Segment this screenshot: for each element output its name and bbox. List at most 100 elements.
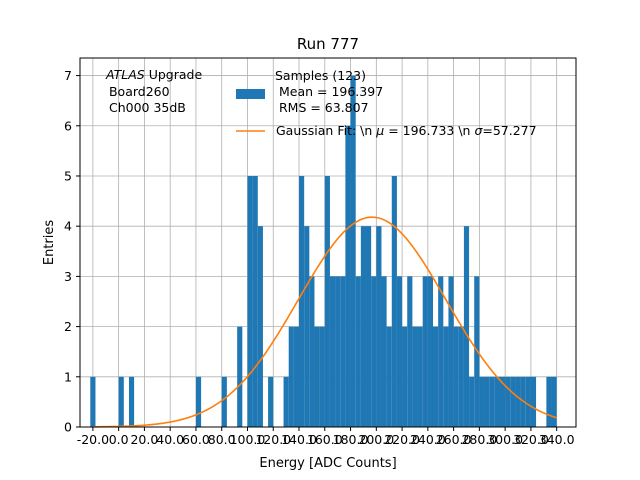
x-tick-label: 120.0 xyxy=(255,432,291,447)
histogram-bar xyxy=(525,376,531,427)
histogram-bar xyxy=(422,276,428,427)
histogram-bar xyxy=(128,376,135,427)
histogram-bar xyxy=(402,326,408,427)
histogram-bar xyxy=(551,376,557,427)
histogram-bar xyxy=(546,376,552,427)
histogram-bar xyxy=(366,226,372,427)
legend-samples-swatch xyxy=(236,89,265,99)
annotation-experiment: ATLAS Upgrade xyxy=(105,67,202,82)
histogram-bar xyxy=(453,326,459,427)
x-tick-label: 100.0 xyxy=(230,432,266,447)
histogram-bar xyxy=(319,326,325,427)
legend-fit-sigma-symbol: σ xyxy=(474,123,483,138)
histogram-bar xyxy=(350,75,356,428)
histogram-bar xyxy=(118,376,124,427)
y-tick-label: 7 xyxy=(64,68,72,83)
histogram-bar xyxy=(376,226,382,427)
histogram-bar xyxy=(288,326,294,427)
histogram-bar xyxy=(268,376,274,427)
histogram-bar xyxy=(458,326,464,427)
x-axis-ticks: -20.0 0.0 20.040.060.080.0100.0120.0140.01… xyxy=(77,427,575,447)
x-tick-label: 80.0 xyxy=(208,432,236,447)
legend-fit-mid: = 196.733 \n xyxy=(384,123,474,138)
x-tick-label: 340.0 xyxy=(539,432,575,447)
annotation-experiment-suffix: Upgrade xyxy=(145,67,203,82)
histogram-bar xyxy=(391,175,397,427)
histogram-bar xyxy=(499,376,506,427)
plot-frame xyxy=(79,57,577,428)
histogram-bar xyxy=(324,175,330,427)
histogram-bar xyxy=(469,376,475,427)
x-tick-label: 300.0 xyxy=(487,432,523,447)
histogram-bars xyxy=(90,75,557,428)
chart-title: Run 777 xyxy=(297,35,359,53)
histogram-bar xyxy=(329,276,336,427)
histogram-bar xyxy=(427,276,433,427)
legend: Samples (123) Mean = 196.397 RMS = 63.80… xyxy=(236,68,537,138)
legend-fit-suffix: =57.277 xyxy=(482,123,536,138)
histogram-bar xyxy=(448,276,454,427)
x-tick-label: 60.0 xyxy=(182,432,210,447)
histogram-bar xyxy=(407,276,413,427)
gaussian-fit xyxy=(92,216,557,428)
y-tick-label: 3 xyxy=(64,269,72,284)
histogram-bar xyxy=(371,276,377,427)
histogram-bar xyxy=(283,376,289,427)
x-tick-label: 280.0 xyxy=(461,432,497,447)
histogram-bar xyxy=(237,326,243,427)
histogram-bar xyxy=(489,376,495,427)
histogram-bar xyxy=(412,326,418,427)
y-tick-label: 2 xyxy=(64,319,72,334)
x-tick-label: -20.0 xyxy=(77,432,109,447)
histogram-bar xyxy=(195,376,202,427)
histogram-bar xyxy=(494,376,500,427)
gaussian-fit-curve xyxy=(92,216,557,428)
annotation-board: Board260 xyxy=(105,84,170,99)
x-tick-label: 20.0 xyxy=(130,432,158,447)
histogram-bar xyxy=(299,175,305,427)
histogram-bar xyxy=(386,326,392,427)
histogram-bar xyxy=(309,276,315,427)
histogram-bar xyxy=(304,226,310,427)
legend-fit-prefix: Gaussian Fit: \n xyxy=(276,123,376,138)
histogram-bar xyxy=(257,226,263,427)
histogram-bar xyxy=(381,276,387,427)
y-tick-label: 0 xyxy=(64,420,72,435)
histogram-bar xyxy=(252,175,258,427)
legend-mean-label: Mean = 196.397 xyxy=(275,84,383,99)
x-axis-label: Energy [ADC Counts] xyxy=(259,456,396,471)
histogram-bar xyxy=(335,276,341,427)
histogram-bar xyxy=(221,376,227,427)
histogram-bar xyxy=(396,276,403,427)
y-tick-label: 1 xyxy=(64,369,72,384)
legend-rms-label: RMS = 63.807 xyxy=(275,100,369,115)
histogram-bar xyxy=(438,276,444,427)
histogram-bar xyxy=(90,376,96,427)
histogram-bar xyxy=(505,376,511,427)
histogram-bar xyxy=(463,226,470,427)
y-tick-label: 6 xyxy=(64,118,72,133)
histogram-bar xyxy=(510,376,516,427)
x-tick-label: 140.0 xyxy=(281,432,317,447)
y-tick-label: 4 xyxy=(64,219,72,234)
histogram-bar xyxy=(479,376,485,427)
legend-fit-mu-symbol: μ xyxy=(375,123,384,138)
legend-fit-label: Gaussian Fit: \n μ = 196.733 \n σ=57.277 xyxy=(276,123,537,138)
x-tick-label: 160.0 xyxy=(307,432,343,447)
x-tick-label: 40.0 xyxy=(156,432,184,447)
histogram-bar xyxy=(432,326,439,427)
histogram-bar xyxy=(340,276,346,427)
histogram-bar xyxy=(314,326,320,427)
legend-samples-label: Samples (123) xyxy=(275,68,366,83)
histogram-bar xyxy=(360,226,367,427)
x-tick-label: 220.0 xyxy=(384,432,420,447)
y-axis-ticks: 0 1 2 3 4 5 6 7 xyxy=(64,68,80,435)
histogram-bar xyxy=(355,276,361,427)
histogram-bar xyxy=(417,326,423,427)
histogram-bar xyxy=(345,125,351,427)
histogram-bar xyxy=(443,326,449,427)
histogram-bar xyxy=(293,326,300,427)
atlas-annotation: ATLAS Upgrade Board260 Ch000 35dB xyxy=(105,67,202,115)
histogram-bar xyxy=(515,376,521,427)
